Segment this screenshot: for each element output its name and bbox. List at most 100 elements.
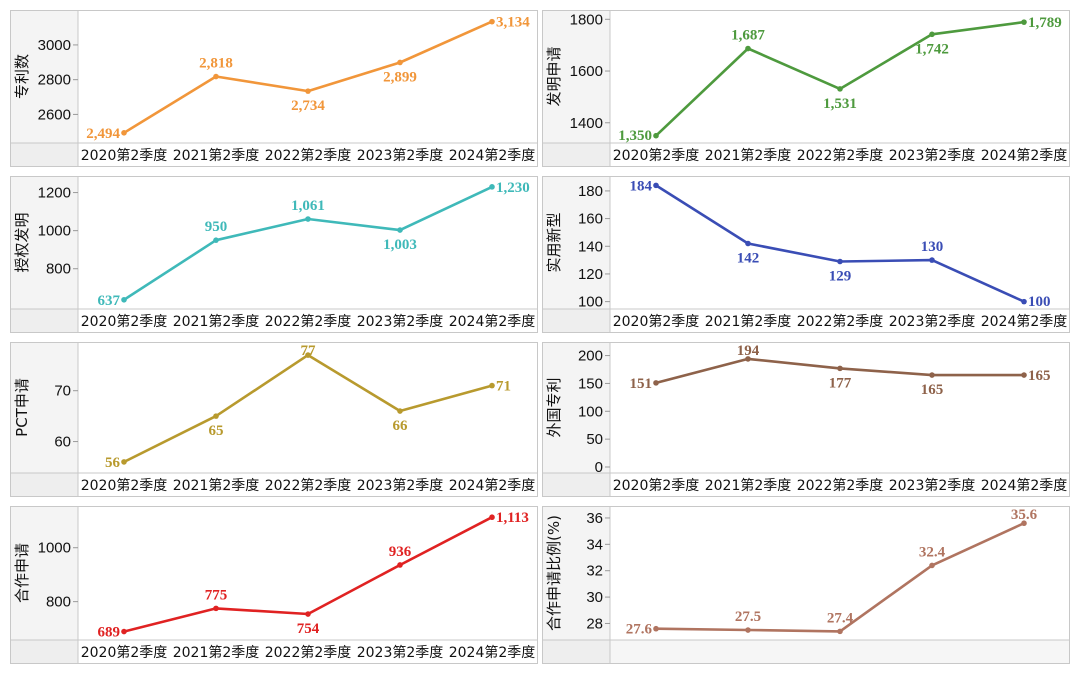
data-point [305, 611, 311, 617]
panel-frame [10, 506, 538, 664]
data-label: 1,230 [496, 180, 530, 196]
chart-svg-8: 合作申请比例(%) 28 30 32 34 36 27.6 27.5 27.4 32.4 35.6 [542, 506, 1070, 664]
x-tick-label: 2023第2季度 [889, 313, 976, 330]
data-label: 2,818 [199, 56, 233, 72]
y-tick-label: 120 [578, 266, 603, 283]
data-label: 71 [496, 379, 511, 395]
y-axis-title: 专利数 [13, 54, 31, 99]
data-point [653, 380, 659, 386]
y-tick-label: 34 [586, 536, 603, 553]
chart-svg-3: 授权发明 800 1000 1200 2020第2季度 2021第2季度 2022第2季度 2… [10, 176, 538, 333]
y-tick-label: 70 [54, 383, 71, 400]
y-tick-label: 28 [586, 615, 603, 632]
data-point [653, 625, 659, 632]
panel-frame [10, 342, 538, 497]
corner-cell [543, 143, 610, 166]
data-label: 27.6 [626, 622, 653, 638]
x-tick-label: 2023第2季度 [889, 477, 976, 494]
y-tick-label: 0 [595, 459, 603, 476]
panel-frame [10, 176, 538, 333]
data-label: 27.4 [827, 610, 854, 626]
data-label: 1,350 [618, 128, 652, 144]
chart-panel-1: 专利数 2600 2800 3000 2020第2季度 2021第2季度 2022第2季度 2… [10, 10, 538, 167]
data-point [837, 258, 843, 265]
ylabel-strip [11, 177, 78, 309]
x-tick-label: 2020第2季度 [613, 147, 700, 164]
chart-panel-7: 合作申请 800 1000 2020第2季度 2021第2季度 2022第2季度 2023第… [10, 506, 538, 664]
data-point [121, 628, 127, 635]
data-point [745, 356, 751, 362]
data-label: 65 [209, 423, 224, 439]
data-label: 950 [205, 219, 228, 235]
y-tick-label: 1000 [38, 223, 71, 240]
data-point [397, 562, 403, 568]
data-label: 177 [829, 375, 852, 391]
x-tick-label: 2022第2季度 [265, 147, 352, 164]
data-point [745, 240, 751, 247]
y-tick-label: 30 [586, 589, 603, 606]
data-label: 194 [737, 343, 760, 359]
data-label: 77 [301, 343, 317, 359]
ylabel-strip [11, 343, 78, 473]
y-tick-label: 1600 [570, 63, 603, 80]
chart-panel-2: 发明申请 1400 1600 1800 2020第2季度 2021第2季度 2022第2季度… [542, 10, 1070, 167]
chart-panel-6: 外国专利 0 50 100 150 200 2020第2季度 2021第2季度 2022第2季度… [542, 342, 1070, 497]
y-tick-label: 800 [46, 261, 71, 278]
x-tick-label: 2022第2季度 [265, 477, 352, 494]
y-axis-title: 合作申请 [13, 543, 31, 603]
chart-svg-6: 外国专利 0 50 100 150 200 2020第2季度 2021第2季度 2022第2季度… [542, 342, 1070, 497]
data-label: 1,061 [291, 198, 325, 214]
x-tick-label: 2021第2季度 [705, 147, 792, 164]
data-point [837, 365, 843, 372]
data-label: 1,113 [496, 510, 529, 526]
data-label: 165 [921, 382, 944, 398]
corner-cell [543, 473, 610, 496]
x-tick-label: 2023第2季度 [357, 147, 444, 164]
data-label: 936 [389, 544, 412, 560]
y-tick-label: 180 [578, 183, 603, 200]
y-axis-title: PCT申请 [13, 378, 31, 437]
ylabel-strip [543, 343, 610, 473]
x-tick-label: 2021第2季度 [173, 477, 260, 494]
x-tick-label: 2020第2季度 [81, 313, 168, 330]
data-label: 1,003 [383, 237, 417, 253]
y-tick-label: 800 [46, 594, 71, 611]
data-label: 66 [393, 418, 409, 434]
data-point [397, 408, 403, 414]
data-label: 27.5 [735, 609, 761, 625]
data-point [653, 132, 659, 139]
x-tick-label: 2024第2季度 [449, 147, 536, 164]
data-point [745, 45, 751, 52]
data-label: 754 [297, 621, 320, 637]
x-tick-label: 2021第2季度 [173, 313, 260, 330]
chart-svg-7: 合作申请 800 1000 2020第2季度 2021第2季度 2022第2季度 2023第… [10, 506, 538, 664]
x-tick-label: 2022第2季度 [265, 644, 352, 661]
y-axis-title: 授权发明 [13, 212, 31, 272]
corner-cell [11, 309, 78, 332]
x-tick-label: 2024第2季度 [981, 477, 1068, 494]
ylabel-strip [11, 11, 78, 143]
data-label: 2,734 [291, 98, 325, 114]
corner-cell [11, 143, 78, 166]
y-tick-label: 36 [586, 510, 603, 527]
corner-cell [543, 309, 610, 332]
data-label: 184 [630, 178, 653, 194]
x-tick-label: 2024第2季度 [449, 313, 536, 330]
data-point [1021, 372, 1027, 378]
data-label: 2,494 [86, 126, 120, 142]
x-tick-label: 2020第2季度 [81, 147, 168, 164]
data-point [1021, 520, 1027, 527]
data-point [489, 18, 495, 25]
data-label: 56 [105, 455, 121, 471]
data-point [305, 352, 311, 358]
data-point [837, 86, 843, 92]
data-point [397, 59, 403, 66]
data-label: 1,742 [915, 41, 949, 57]
chart-svg-4: 实用新型 100 120 140 160 180 2020第2季度 2021第2季度 2022第… [542, 176, 1070, 333]
y-tick-label: 2800 [38, 72, 71, 89]
data-point [121, 296, 127, 303]
x-tick-label: 2022第2季度 [265, 313, 352, 330]
chart-svg-5: PCT申请 60 70 2020第2季度 2021第2季度 2022第2季度 2023第2季… [10, 342, 538, 497]
x-tick-label: 2024第2季度 [449, 644, 536, 661]
data-point [929, 372, 935, 378]
